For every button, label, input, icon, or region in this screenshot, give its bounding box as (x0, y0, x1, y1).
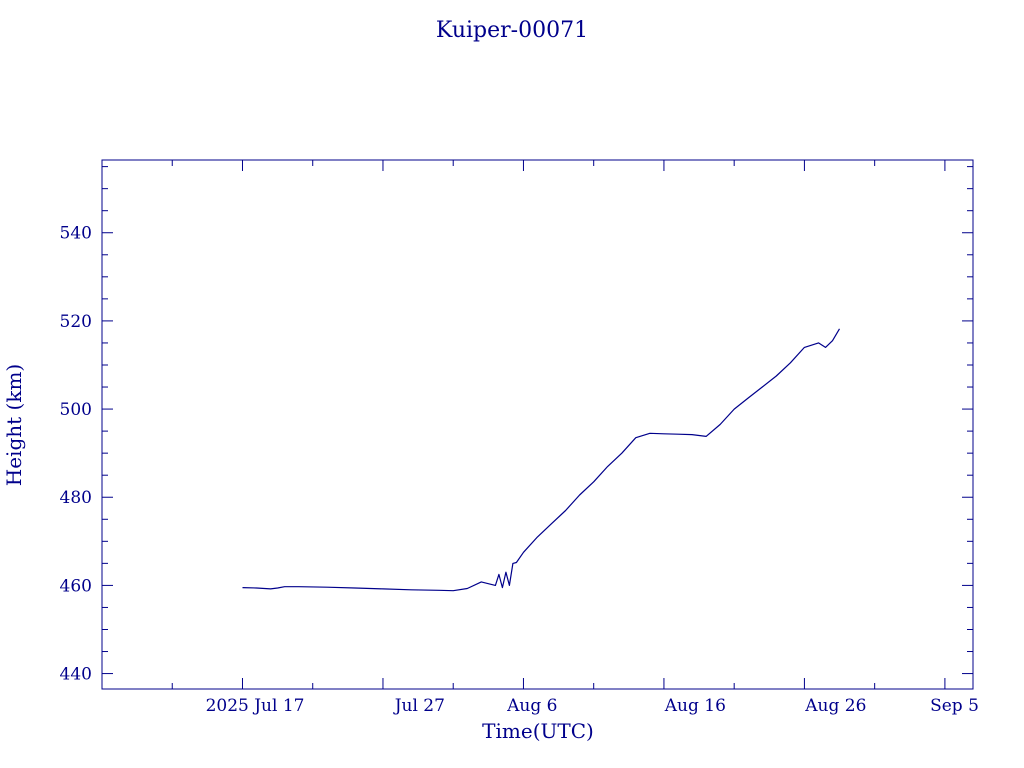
x-tick-label: Sep 5 (930, 696, 979, 716)
y-tick-label: 440 (60, 665, 92, 685)
y-tick-label: 540 (60, 224, 92, 244)
x-tick-label: Jul 27 (393, 696, 445, 716)
plot-frame (101, 159, 974, 690)
x-axis-tick-labels: 2025 Jul 17 Jul 27 Aug 6 Aug 16 Aug 26 Sep 5 (206, 696, 979, 716)
chart-title: Kuiper-00071 (436, 18, 588, 43)
height-series-line (242, 328, 841, 592)
x-tick-label: Aug 26 (804, 696, 866, 716)
y-axis-tick-labels: 440 460 480 500 520 540 (60, 224, 92, 685)
y-tick-label: 520 (60, 312, 92, 332)
y-axis-ticks (102, 166, 973, 675)
y-tick-label: 500 (60, 400, 92, 420)
x-axis-title: Time(UTC) (482, 719, 594, 743)
y-tick-label: 460 (60, 576, 92, 596)
x-tick-label: 2025 Jul 17 (206, 696, 305, 716)
y-axis-title: Height (km) (2, 364, 26, 486)
y-tick-label: 480 (60, 488, 92, 508)
x-tick-label: Aug 6 (506, 696, 557, 716)
x-axis-ticks (101, 160, 946, 689)
x-tick-label: Aug 16 (664, 696, 726, 716)
